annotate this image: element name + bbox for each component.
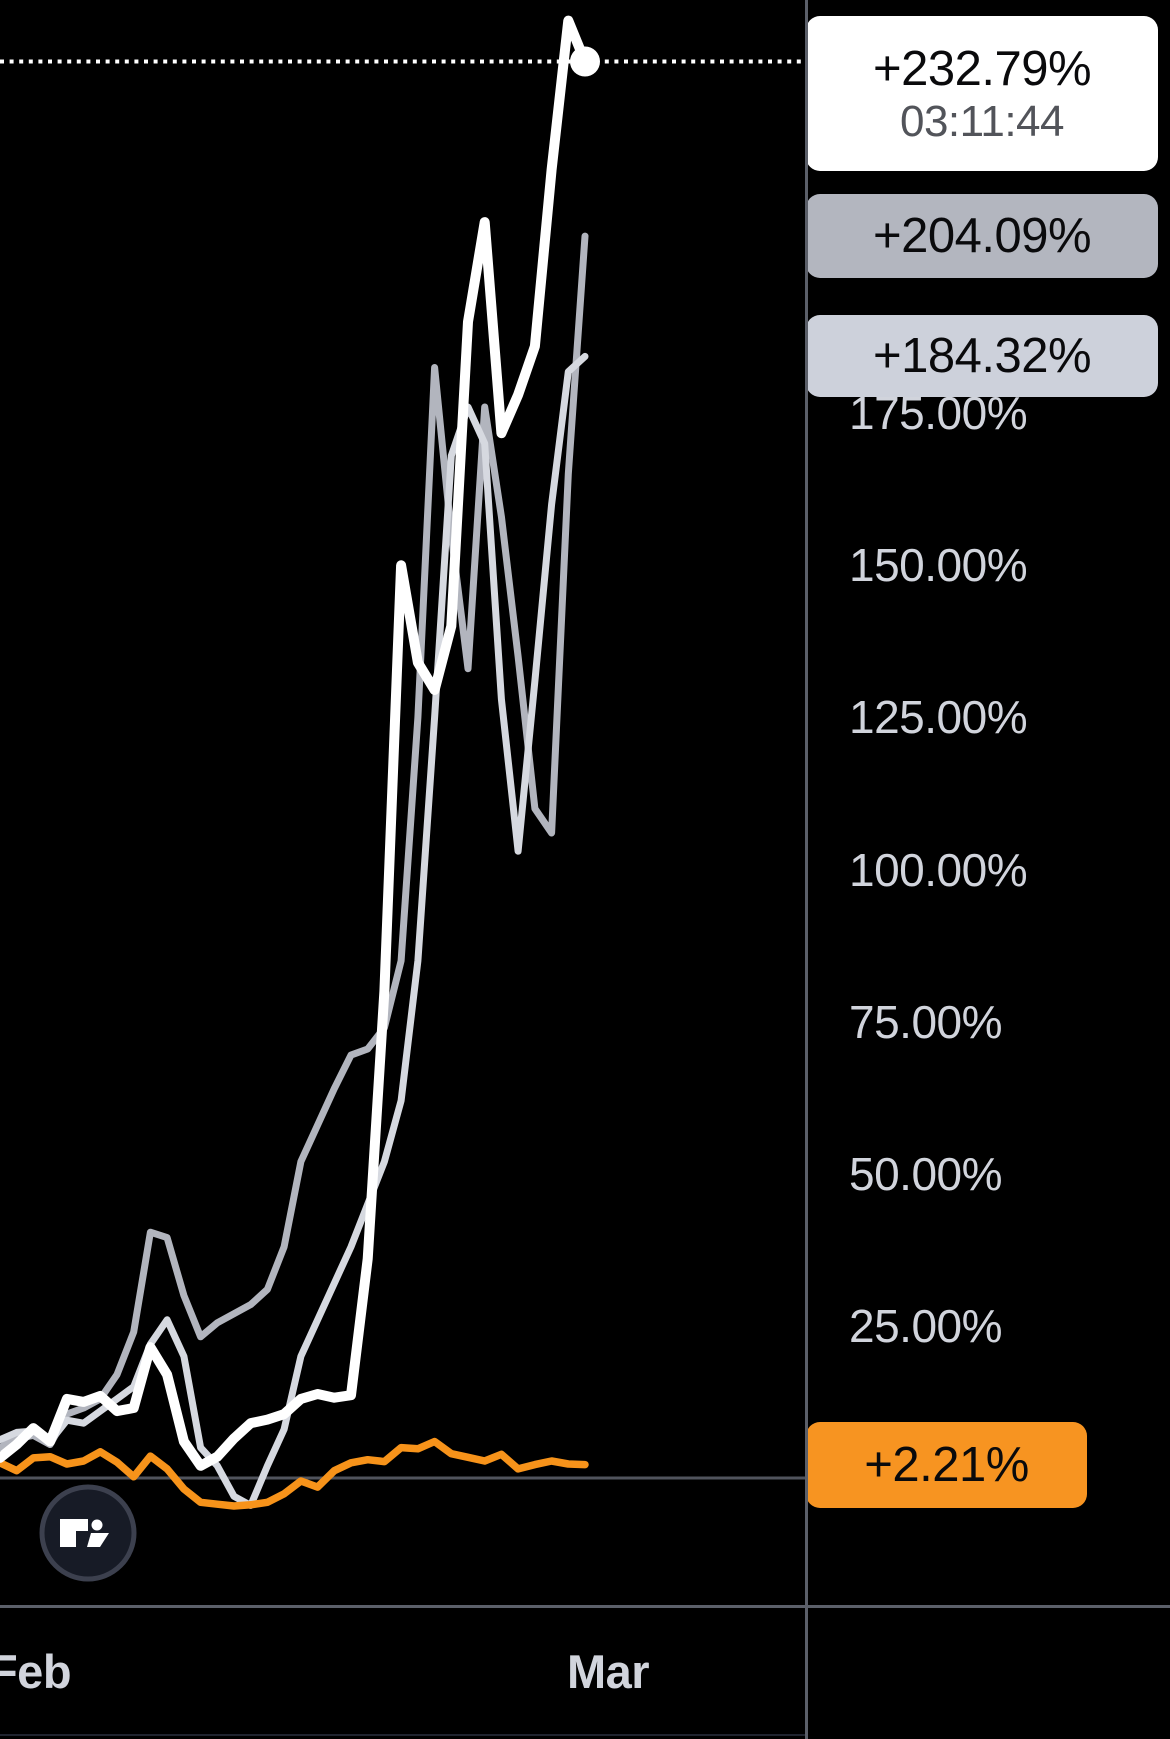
tradingview-logo-icon[interactable] [38,1483,138,1583]
time-axis-label: Feb [0,1645,72,1698]
orange-series-price-badge: +2.21% [806,1421,1087,1508]
time-axis[interactable]: Feb Mar [0,1608,1170,1739]
y-axis-tick-label: 100.00% [849,843,1028,896]
y-axis-tick-label: 175.00% [849,387,1028,440]
y-axis-tick-label: 25.00% [849,1299,1003,1352]
last-price-marker-dot [570,46,600,77]
candle-countdown-timer: 03:11:44 [899,96,1065,146]
orange-series-line [0,1437,589,1510]
price-axis-panel[interactable]: +232.79% 03:11:44 +204.09% +184.32% +2.2… [805,0,1170,1605]
light-gray-series-price-badge: +184.32% [806,315,1158,398]
bottom-edge-line [0,1734,805,1736]
axis-vertical-separator [805,0,808,1739]
y-axis-tick-label: 125.00% [849,691,1028,744]
time-axis-separator [0,1605,1170,1608]
light-gray-series-line [0,352,589,1509]
y-axis-tick-label: 50.00% [849,1147,1003,1200]
white-series-line [0,15,590,1471]
last-price-value: +232.79% [872,41,1092,96]
y-axis-tick-label: 75.00% [849,995,1003,1048]
gray-series-price-badge: +204.09% [806,194,1158,279]
last-price-badge: +232.79% 03:11:44 [806,16,1158,172]
chart-plot [0,15,805,1510]
time-axis-label: Mar [566,1645,650,1698]
y-axis-tick-label: 150.00% [849,539,1028,592]
chart-canvas[interactable] [0,0,805,1605]
